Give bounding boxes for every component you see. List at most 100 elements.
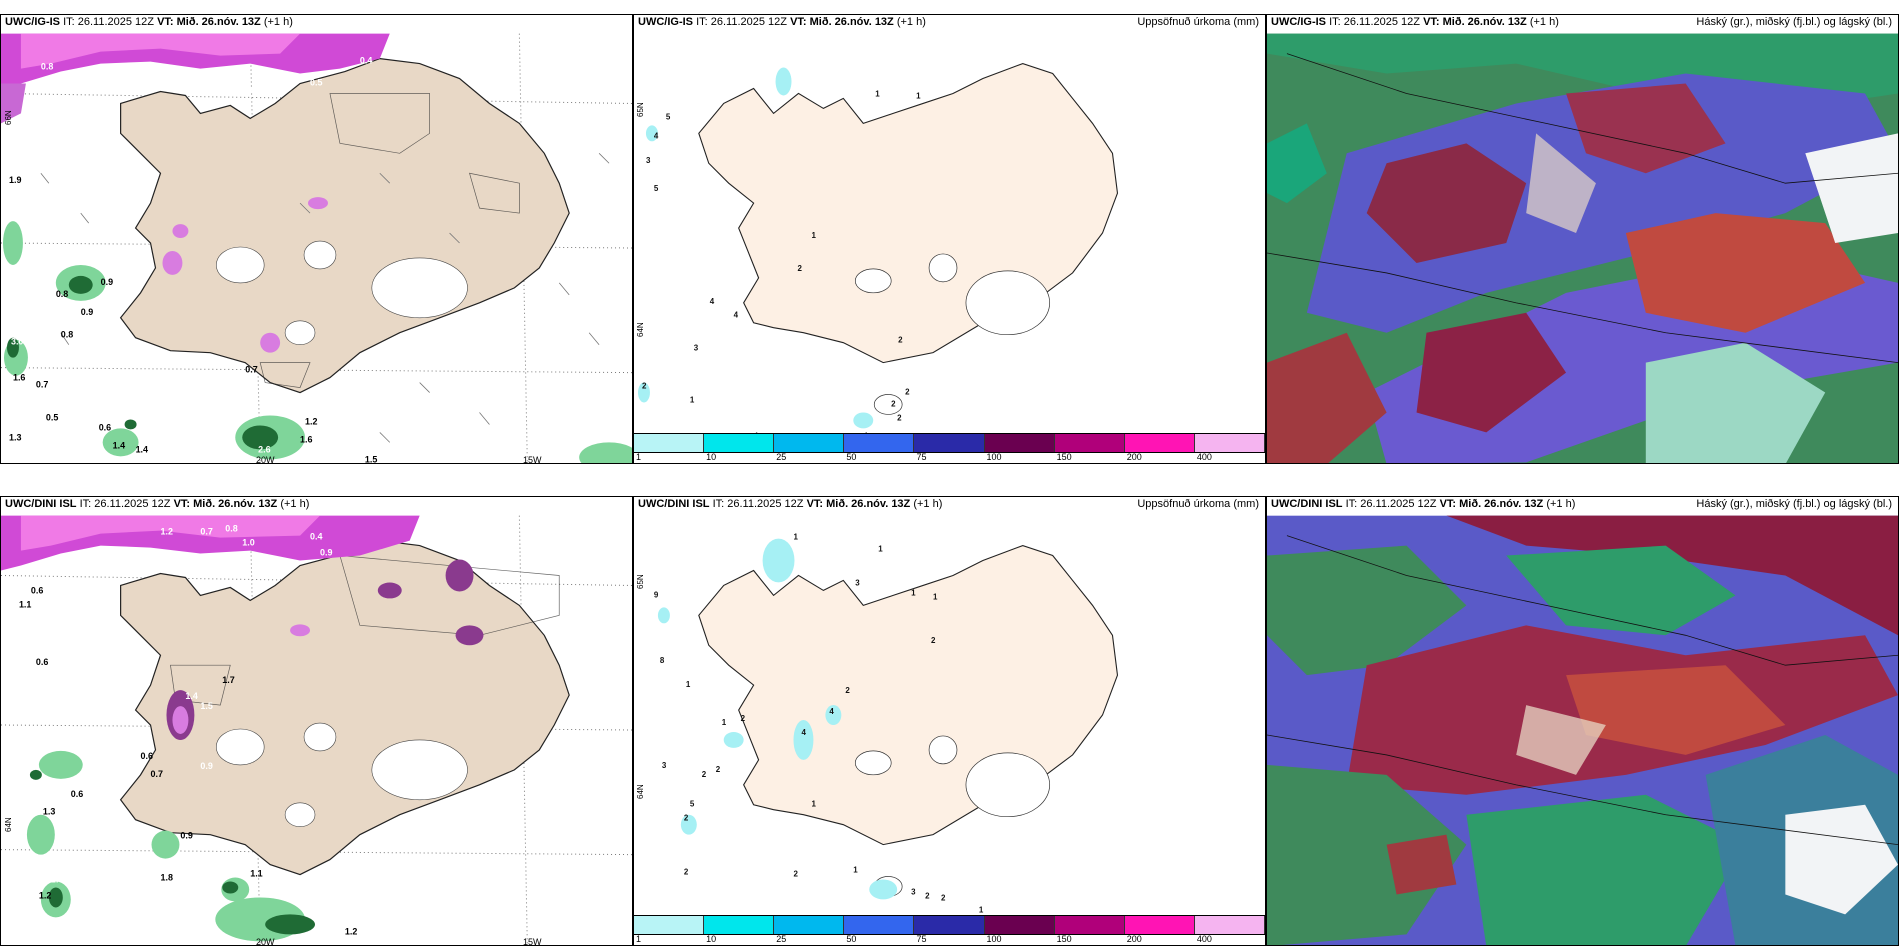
- colorbar-swatch: [1124, 916, 1195, 934]
- map-value: 1.4: [136, 444, 148, 454]
- map-value: 0.4: [310, 532, 322, 542]
- map-value: 1.8: [160, 873, 172, 883]
- map-value: 2.6: [258, 444, 270, 454]
- panel-top-mid: UWC/IG-IS IT: 26.11.2025 12Z VT: Mið. 26…: [633, 14, 1266, 464]
- accum-precip-map: 1 1 3 1 1 9 2 8 1 2 4 2 1 4 3 2 2 5 2 1 …: [634, 515, 1265, 925]
- map-value: 2: [897, 413, 902, 422]
- map-value: 2: [793, 870, 798, 879]
- panel-title: UWC/IG-IS IT: 26.11.2025 12Z VT: Mið. 26…: [636, 16, 928, 28]
- colorbar-swatch: [914, 916, 985, 934]
- colorbar-swatch: [844, 916, 915, 934]
- map-value: 1.1: [250, 869, 262, 879]
- map-value: 1.2: [39, 890, 51, 900]
- map-value: 1: [686, 680, 691, 689]
- colorbar-tick: 75: [916, 934, 927, 944]
- map-value: 0.5: [151, 64, 163, 74]
- map-value: 5: [666, 112, 671, 121]
- colorbar-swatch: [634, 434, 705, 452]
- map-value: 3: [646, 156, 651, 165]
- map-value: 4: [734, 311, 739, 320]
- panel-bot-left: UWC/DINI ISL IT: 26.11.2025 12Z VT: Mið.…: [0, 496, 633, 946]
- colorbar-swatch: [774, 434, 845, 452]
- colorbar: 1 10 25 50 75 100 150 200 400: [634, 433, 1265, 463]
- lat-label-64n: 64N: [636, 784, 645, 799]
- colorbar-swatch: [1194, 434, 1265, 452]
- colorbar-swatch: [1054, 916, 1125, 934]
- field-title: Uppsöfnuð úrkoma (mm): [1135, 16, 1261, 28]
- colorbar: 1 10 25 50 75 100 150 200 400: [634, 915, 1265, 945]
- colorbar-tick: 200: [1126, 934, 1142, 944]
- panel-top-left: UWC/IG-IS IT: 26.11.2025 12Z VT: Mið. 26…: [0, 14, 633, 464]
- map-value: 0.7: [245, 365, 257, 375]
- colorbar-swatch: [844, 434, 915, 452]
- panel-title: UWC/DINI ISL IT: 26.11.2025 12Z VT: Mið.…: [1269, 498, 1578, 510]
- map-value: 0.8: [56, 289, 68, 299]
- colorbar-swatch: [914, 434, 985, 452]
- map-value: 0.4: [360, 56, 372, 66]
- map-value: 3: [855, 578, 860, 587]
- map-value: 0.9: [200, 761, 212, 771]
- cloud-cover-map: [1267, 515, 1898, 945]
- map-value: 1.2: [160, 527, 172, 537]
- map-value: 0.6: [71, 789, 83, 799]
- map-value: 3: [694, 344, 699, 353]
- map-value: 1: [911, 588, 916, 597]
- map-value: 1: [811, 800, 816, 809]
- map-value: 4: [654, 131, 659, 140]
- map-value: 0.6: [31, 585, 43, 595]
- panel-title: UWC/DINI ISL IT: 26.11.2025 12Z VT: Mið.…: [636, 498, 945, 510]
- map-value: 1.3: [43, 807, 55, 817]
- map-value: 1.4: [185, 691, 197, 701]
- colorbar-swatch: [704, 434, 775, 452]
- map-value: 1: [690, 395, 695, 404]
- map-value: 0.5: [46, 412, 58, 422]
- lat-label-65n: 65N: [636, 574, 645, 589]
- map-value: 2: [702, 770, 707, 779]
- map-value: 5: [654, 184, 659, 193]
- colorbar-swatch: [1124, 434, 1195, 452]
- colorbar-tick: 1: [636, 934, 642, 944]
- colorbar-swatch: [1194, 916, 1265, 934]
- colorbar-swatch: [984, 434, 1055, 452]
- map-value: 4: [801, 728, 806, 737]
- map-value: 0.9: [320, 548, 332, 558]
- lon-label-15w: 15W: [523, 937, 542, 946]
- map-value: 1.1: [19, 599, 31, 609]
- lat-label-65n: 65N: [636, 102, 645, 117]
- map-value: 0.8: [265, 401, 277, 411]
- map-value: 0.6: [36, 657, 48, 667]
- colorbar-tick: 25: [776, 452, 787, 462]
- colorbar-swatch: [1054, 434, 1125, 452]
- colorbar-tick: 10: [706, 452, 717, 462]
- map-value: 1.7: [240, 87, 252, 97]
- accum-precip-map: 1 1 5 4 3 5 1 2 4 4 3 2 2 1 2 2 2 3 4 4: [634, 33, 1265, 443]
- map-value: 1.6: [300, 434, 312, 444]
- panel-title: UWC/DINI ISL IT: 26.11.2025 12Z VT: Mið.…: [3, 498, 312, 510]
- map-value: 3: [911, 887, 916, 896]
- map-value: 0.7: [151, 769, 163, 779]
- map-value: 2: [941, 893, 946, 902]
- panel-title: UWC/IG-IS IT: 26.11.2025 12Z VT: Mið. 26…: [3, 16, 295, 28]
- map-value: 8: [660, 656, 665, 665]
- map-value: 3: [662, 761, 667, 770]
- colorbar-tick: 1: [636, 452, 642, 462]
- map-value: 0.9: [81, 307, 93, 317]
- map-value: 1: [875, 89, 880, 98]
- map-value: 0.7: [36, 380, 48, 390]
- field-title: Háský (gr.), miðský (fj.bl.) og lágský (…: [1694, 498, 1894, 510]
- colorbar-tick: 10: [706, 934, 717, 944]
- map-value: 1.7: [222, 675, 234, 685]
- map-value: 1: [793, 533, 798, 542]
- colorbar-swatch: [634, 916, 705, 934]
- colorbar-tick: 150: [1056, 452, 1072, 462]
- colorbar-swatch: [984, 916, 1055, 934]
- map-value: 1: [722, 718, 727, 727]
- panel-bot-right: UWC/DINI ISL IT: 26.11.2025 12Z VT: Mið.…: [1266, 496, 1899, 946]
- map-value: 0.9: [101, 277, 113, 287]
- panel-title: UWC/IG-IS IT: 26.11.2025 12Z VT: Mið. 26…: [1269, 16, 1561, 28]
- map-value: 2: [741, 714, 746, 723]
- colorbar-tick: 100: [986, 934, 1002, 944]
- map-value: 2: [684, 868, 689, 877]
- map-value: 1: [979, 905, 984, 914]
- map-value: 2: [684, 814, 689, 823]
